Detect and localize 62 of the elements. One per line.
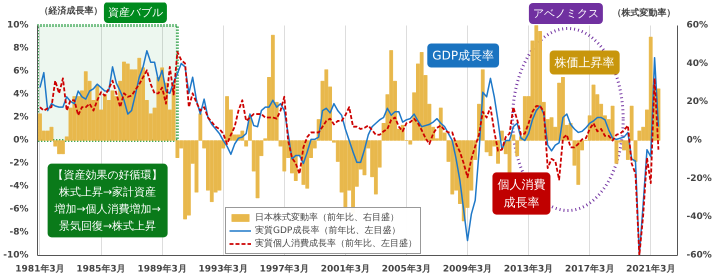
legend-label: 実質GDP成長率（前年比、左目盛） [255, 224, 400, 237]
bar [576, 140, 580, 185]
legend-label: 日本株式変動率（前年比、右目盛） [255, 212, 399, 224]
y-tick-label: 2% [13, 112, 28, 122]
y-tick-label: -4% [9, 182, 28, 192]
bar [218, 140, 222, 191]
bar [374, 140, 378, 194]
bar [592, 84, 596, 141]
y2-tick-label: -20% [686, 174, 712, 184]
x-tick-label: 2001年3月 [320, 264, 370, 274]
x-tick-label: 1989年3月 [137, 264, 187, 274]
bar [270, 34, 275, 141]
annotation: 【資産効果の好循環】株式上昇→家計資産増加→個人消費増加→景気回復→株式上昇 [52, 168, 163, 232]
y-tick-label: 6% [13, 66, 28, 76]
y2-axis-title: （株式変動率） [612, 8, 676, 18]
bar [256, 140, 260, 198]
bar [183, 140, 187, 220]
band-label: 資産バブル [108, 6, 163, 19]
y2-tick-label: 60% [686, 20, 708, 30]
y-tick-label: -2% [9, 158, 28, 168]
annotation: 個人消費成長率 [497, 177, 546, 210]
bar [122, 62, 126, 141]
x-tick-label: 2005年3月 [382, 264, 432, 274]
bar [282, 140, 286, 172]
text: アベノミクス [532, 7, 599, 20]
legend-label: 実質個人消費成長率（前年比、左目盛） [255, 238, 417, 250]
bar [60, 140, 65, 154]
y-tick-label: -6% [9, 204, 28, 214]
y2-tick-label: 0% [686, 136, 702, 146]
bar [186, 140, 191, 216]
y-tick-label: 10% [6, 20, 29, 30]
bar [57, 140, 61, 154]
bar [102, 94, 107, 141]
bar [210, 140, 214, 202]
x-tick-label: 2009年3月 [442, 264, 492, 274]
y-tick-label: 0% [13, 136, 28, 146]
y2-tick-label: -40% [686, 212, 712, 222]
y-tick-label: -8% [9, 228, 28, 238]
bar [324, 69, 328, 141]
y-axis-title: （経済成長率） [39, 6, 102, 16]
x-tick-label: 1993年3月 [198, 264, 248, 274]
bar [389, 50, 394, 141]
x-tick-label: 2013年3月 [504, 264, 554, 274]
bar [420, 52, 424, 141]
bar [46, 130, 50, 141]
y-tick-label: 4% [13, 90, 28, 100]
x-tick-label: 1997年3月 [260, 264, 309, 274]
x-tick-label: 1981年3月 [15, 264, 65, 274]
annotation: GDP成長率 [432, 48, 494, 62]
y2-tick-label: -60% [686, 250, 712, 260]
y-tick-label: 8% [13, 44, 28, 54]
bar [550, 117, 554, 141]
y2-tick-label: 40% [686, 58, 708, 69]
x-tick-label: 2017年3月 [565, 264, 614, 274]
x-tick-label: 1985年3月 [76, 264, 126, 274]
y2-tick-label: 20% [686, 97, 708, 108]
annotation: 株価上昇率 [554, 56, 615, 70]
bar [343, 140, 348, 210]
x-tick-label: 2021年3月 [626, 264, 676, 274]
bar [38, 113, 42, 141]
y-tick-label: -10% [3, 250, 29, 260]
bar [488, 140, 492, 156]
